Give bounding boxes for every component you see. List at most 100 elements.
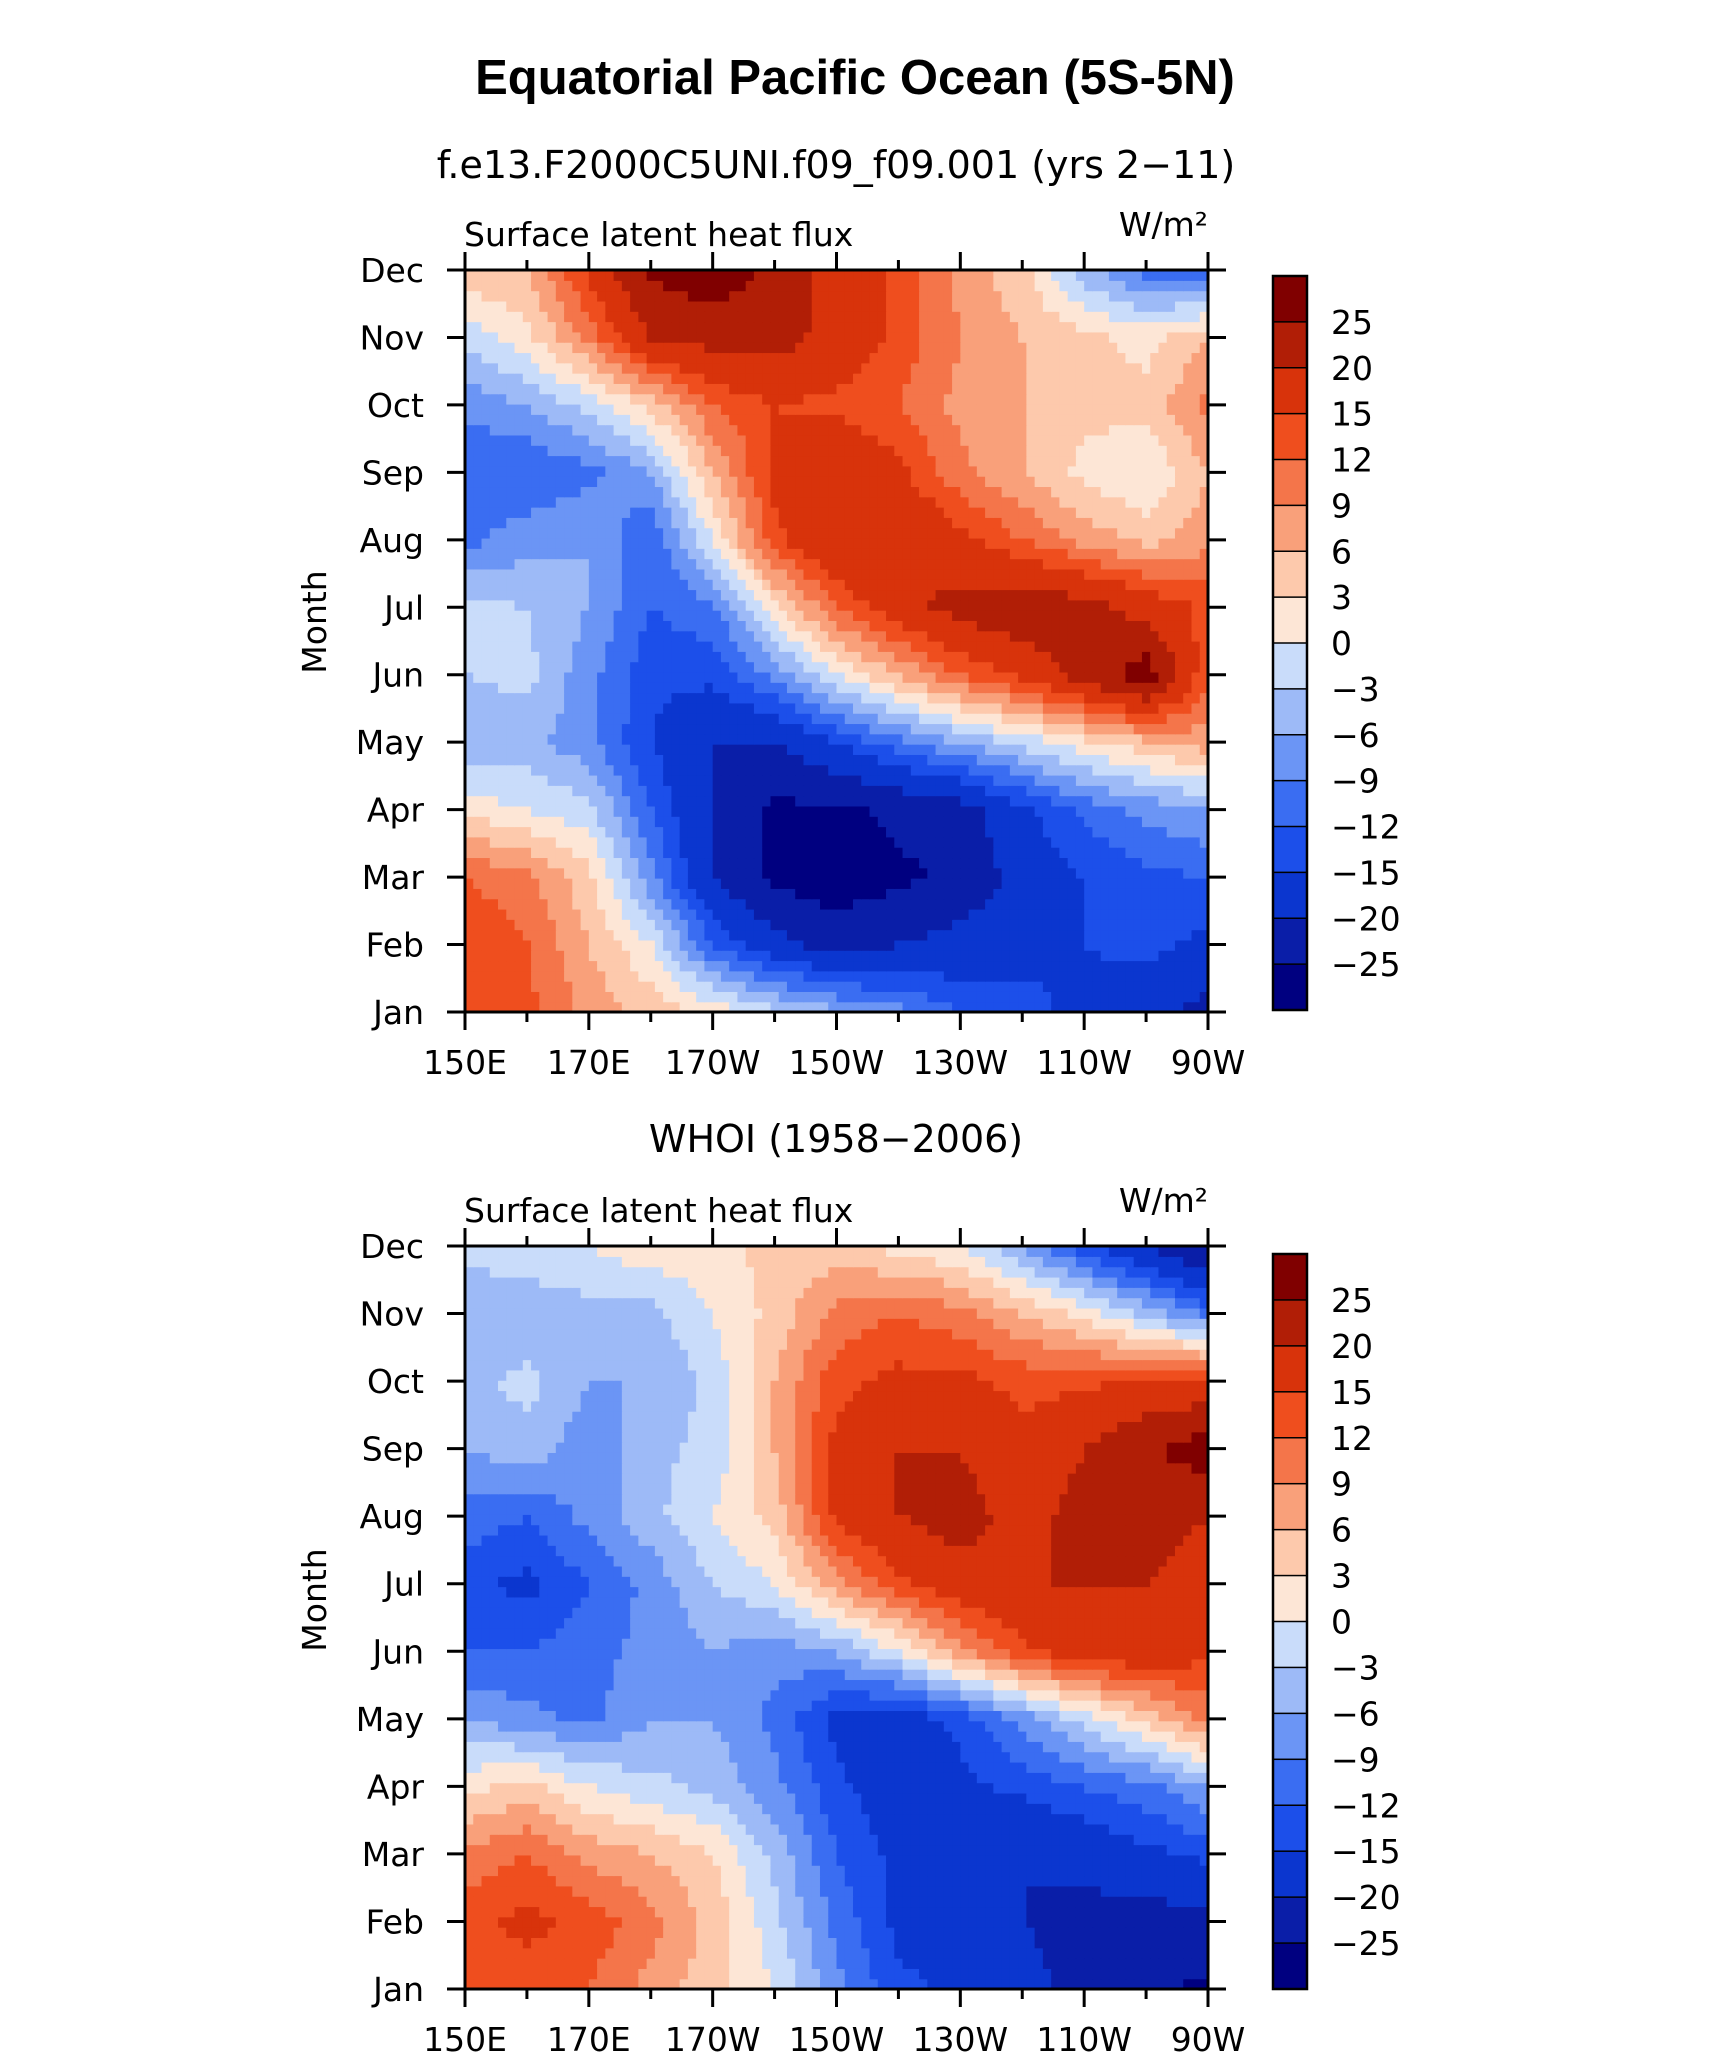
heat-cell [1100, 713, 1110, 725]
heat-cell [506, 641, 516, 652]
heat-cell [696, 908, 706, 920]
heat-cell [902, 970, 912, 982]
heat-cell [663, 744, 672, 755]
heat-cell [1199, 744, 1209, 755]
heat-cell [1174, 764, 1184, 776]
heat-cell [1084, 486, 1094, 498]
heat-cell [580, 517, 590, 529]
heat-cell [1001, 610, 1011, 621]
heat-cell [745, 558, 755, 570]
heat-cell [1009, 919, 1019, 931]
heat-cell [910, 1001, 920, 1013]
heat-cell [473, 878, 483, 889]
heat-cell [886, 589, 895, 601]
heat-cell [613, 795, 623, 807]
heat-cell [1199, 558, 1209, 570]
heat-cell [613, 599, 623, 611]
heat-cell [646, 507, 656, 518]
heat-cell [853, 558, 862, 570]
heat-cell [762, 568, 772, 580]
heat-cell [621, 558, 631, 570]
heat-cell [853, 795, 862, 807]
heat-cell [1018, 836, 1027, 848]
heat-cell [1183, 908, 1193, 920]
heat-cell [877, 816, 887, 828]
heat-cell [1125, 517, 1135, 529]
heat-cell [910, 764, 920, 776]
heat-cell [506, 785, 516, 797]
heat-cell [753, 939, 763, 951]
heat-cell [811, 702, 821, 714]
heat-cell [952, 445, 961, 457]
heat-cell [630, 476, 639, 488]
heat-cell [968, 836, 978, 848]
heat-cell [588, 610, 598, 621]
heat-cell [564, 496, 573, 508]
heat-cell [968, 816, 978, 828]
heat-cell [803, 651, 813, 663]
heat-cell [547, 764, 557, 776]
heat-cell [1125, 919, 1135, 931]
heat-cell [1133, 744, 1143, 755]
heat-cell [663, 774, 672, 786]
heat-cell [679, 630, 689, 642]
heat-cell [877, 661, 887, 673]
heat-cell [712, 568, 722, 580]
heat-cell [1117, 826, 1127, 838]
heat-cell [580, 671, 590, 683]
heat-cell [1191, 898, 1201, 910]
heat-cell [1001, 867, 1011, 879]
heat-cell [985, 641, 994, 652]
heat-cell [671, 744, 681, 755]
heat-cell [654, 507, 664, 518]
heat-cell [985, 919, 994, 931]
heat-cell [712, 641, 722, 652]
heat-cell [960, 507, 970, 518]
heat-cell [663, 795, 672, 807]
heat-cell [943, 579, 953, 591]
heat-cell [786, 455, 796, 467]
heat-cell [1141, 465, 1151, 477]
heat-cell [654, 929, 664, 941]
heat-cell [762, 537, 772, 549]
heat-cell [795, 785, 805, 797]
heat-cell [1018, 548, 1027, 560]
heat-cell [498, 496, 507, 508]
heat-cell [506, 774, 516, 786]
heat-cell [522, 919, 532, 931]
heat-cell [729, 434, 739, 446]
heat-cell [481, 847, 491, 859]
heat-cell [564, 1001, 573, 1013]
heat-cell [1166, 981, 1176, 992]
heat-cell [968, 723, 978, 735]
heat-cell [1183, 486, 1193, 498]
heat-cell [1158, 867, 1168, 879]
heat-cell [531, 599, 540, 611]
heat-cell [844, 507, 854, 518]
heat-cell [555, 795, 565, 807]
heat-cell [1183, 744, 1193, 755]
heat-cell [1067, 888, 1077, 900]
heat-cell [522, 445, 532, 457]
heat-cell [522, 630, 532, 642]
heat-cell [778, 950, 788, 962]
heat-cell [465, 641, 474, 652]
heat-cell [762, 888, 772, 900]
heat-cell [1183, 1001, 1193, 1013]
heat-cell [613, 486, 623, 498]
heat-cell [498, 558, 507, 570]
heat-cell [646, 434, 656, 446]
heat-cell [1133, 857, 1143, 869]
heat-cell [811, 661, 821, 673]
heat-cell [506, 558, 516, 570]
heat-cell [1117, 888, 1127, 900]
heat-cell [828, 929, 838, 941]
heat-cell [597, 641, 606, 652]
heat-cell [498, 548, 507, 560]
heat-cell [968, 496, 978, 508]
heat-cell [753, 527, 763, 539]
heat-cell [720, 733, 730, 745]
heat-cell [605, 1001, 615, 1013]
heat-cell [679, 970, 689, 982]
heat-cell [778, 1001, 788, 1013]
